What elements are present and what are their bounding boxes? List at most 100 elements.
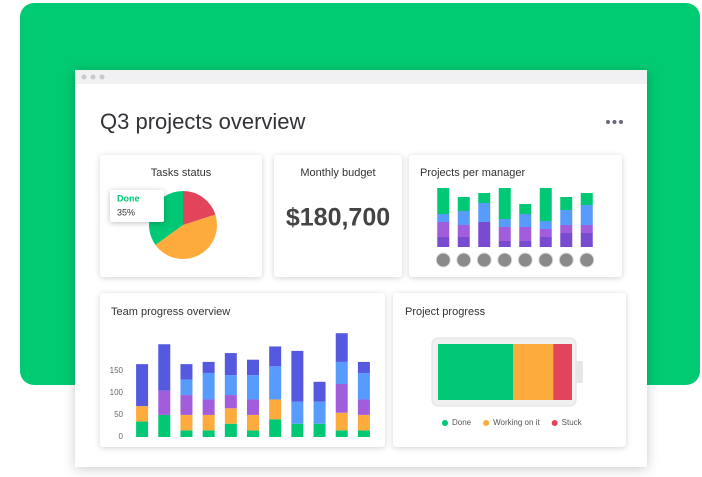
bar-segment [269, 346, 282, 367]
battery-tip [576, 361, 583, 383]
bar-segment [519, 214, 532, 227]
bar-segment [335, 412, 348, 431]
bar-segment [335, 361, 348, 384]
bar-segment [313, 381, 326, 402]
bar-segment [437, 188, 450, 214]
budget-value: $180,700 [286, 204, 390, 232]
card-title: Monthly budget [300, 167, 375, 179]
bar-segment [498, 219, 511, 227]
bar-segment [269, 419, 282, 437]
bar-segment [519, 227, 532, 241]
bar-segment [580, 193, 593, 205]
bar-segment [357, 430, 370, 437]
bar-segment [291, 350, 304, 402]
bar-segment [560, 197, 573, 210]
bar-segment [224, 423, 237, 437]
bar-segment [560, 225, 573, 233]
card-title: Tasks status [151, 167, 212, 179]
bar-segment [180, 430, 193, 437]
y-tick-label: 100 [110, 388, 124, 397]
bar-segment [136, 364, 149, 407]
card-title: Projects per manager [420, 167, 525, 179]
bar-segment [313, 423, 326, 437]
bar-segment [180, 364, 193, 380]
bar-segment [478, 222, 491, 247]
window-dot [99, 74, 105, 80]
bar-segment [136, 421, 149, 437]
bar-segment [291, 401, 304, 424]
bar-segment [498, 188, 511, 219]
bar-segment [539, 221, 552, 229]
bar-segment [539, 237, 552, 247]
bar-segment [335, 430, 348, 437]
bar-segment [437, 237, 450, 247]
avatar [497, 252, 513, 268]
more-menu[interactable] [606, 120, 623, 124]
y-tick-label: 50 [114, 410, 123, 419]
legend-label: Done [452, 418, 472, 427]
tooltip-label: Done [117, 193, 140, 203]
bar-segment [335, 333, 348, 362]
bar-segment [247, 399, 259, 415]
avatar [456, 252, 472, 268]
bar-segment [457, 237, 470, 247]
bar-segment [478, 193, 491, 203]
bar-segment [180, 414, 193, 431]
bar-segment [519, 204, 532, 214]
bar-segment [202, 372, 215, 400]
bar-segment [247, 414, 259, 431]
bar-segment [357, 361, 370, 373]
legend-label: Working on it [493, 418, 540, 427]
pie-slice [155, 214, 217, 259]
legend-swatch [442, 420, 448, 426]
bar-segment [580, 225, 593, 233]
bar-segment [180, 395, 193, 415]
avatar [517, 252, 533, 268]
bar-segment [580, 233, 593, 247]
legend-swatch [551, 420, 558, 426]
window-titlebar [75, 70, 647, 84]
bar-segment [158, 344, 171, 391]
bar-segment [478, 203, 491, 222]
bar-segment [136, 406, 149, 422]
bar-segment [247, 359, 259, 376]
page-title: Q3 projects overview [100, 109, 306, 134]
bar-segment [291, 423, 304, 437]
y-tick-label: 150 [110, 366, 124, 375]
tooltip-value: 35% [117, 207, 135, 217]
card-title: Project progress [405, 306, 486, 318]
bar-segment [180, 379, 193, 396]
legend-swatch [483, 420, 490, 426]
card [274, 155, 402, 277]
bar-segment [269, 366, 282, 400]
window-dot [90, 74, 96, 80]
bar-segment [560, 233, 573, 247]
bar-segment [580, 205, 593, 225]
bar-segment [158, 390, 171, 415]
bar-segment [437, 222, 450, 237]
bar-segment [437, 214, 450, 222]
bar-segment [457, 197, 470, 211]
bar-segment [202, 414, 215, 431]
avatar [476, 252, 492, 268]
bar-segment [553, 344, 572, 400]
bar-segment [224, 353, 237, 376]
bar-segment [539, 229, 552, 237]
bar-segment [202, 361, 215, 373]
bar-segment [202, 399, 215, 415]
bar-segment [457, 225, 470, 237]
bar-segment [247, 375, 259, 400]
bar-segment [269, 399, 282, 420]
avatar [435, 252, 451, 268]
bar-segment [224, 408, 237, 424]
bar-segment [513, 344, 554, 400]
tooltip [110, 190, 164, 222]
bar-segment [519, 241, 532, 247]
bar-segment [158, 414, 171, 437]
legend-label: Stuck [562, 418, 583, 427]
bar-segment [313, 401, 326, 424]
bar-segment [224, 395, 237, 409]
bar-segment [224, 375, 237, 396]
bar-segment [498, 227, 511, 241]
